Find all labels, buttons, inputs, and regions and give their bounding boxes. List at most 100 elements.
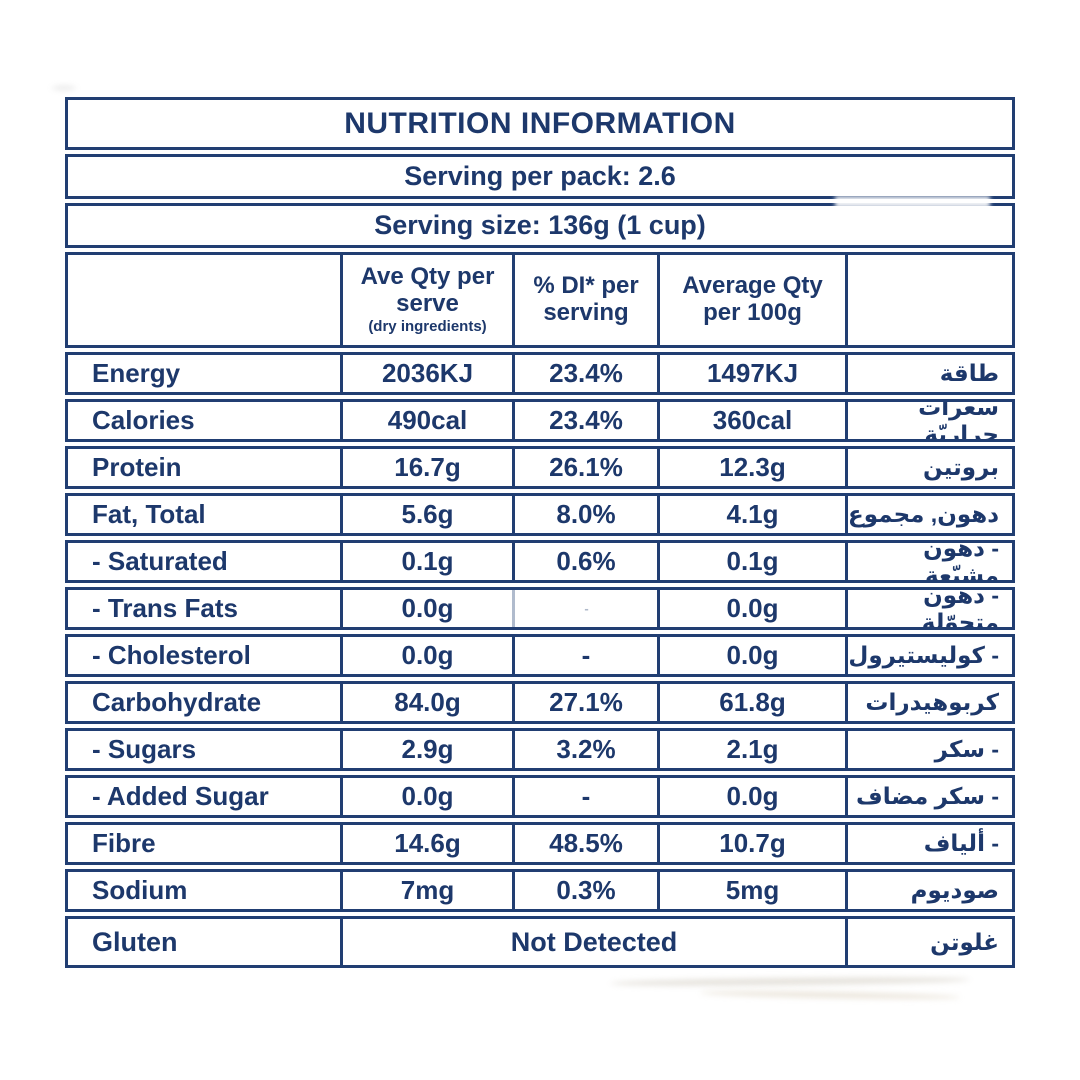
scan-artifact-smudge [52,86,76,90]
column-header-arabic-blank [845,255,1012,345]
row-label: Fat, Total [92,499,206,529]
value-per-serve: 5.6g [340,496,512,533]
serving-per-pack-text: Serving per pack: 2.6 [404,161,676,191]
value-per-serve: 14.6g [340,825,512,862]
label-arabic: - كوليستيرول [845,637,1012,674]
value-per-serve: 84.0g [340,684,512,721]
value-per-serve: 0.0g [340,637,512,674]
label-arabic: - سكر مضاف [845,778,1012,815]
table-row: Sodium 7mg 0.3% 5mg صوديوم [65,869,1015,912]
label-arabic: طاقة [845,355,1012,392]
value-per-serve: 2036KJ [340,355,512,392]
serving-size-row: Serving size: 136g (1 cup) [65,203,1015,248]
row-label: Gluten [92,926,178,957]
value-di: 26.1% [512,449,657,486]
table-row: - Saturated 0.1g 0.6% 0.1g - دهون مشبّعة [65,540,1015,583]
value-per-100g: 4.1g [657,496,845,533]
column-header-per-serve-note: (dry ingredients) [368,317,487,335]
column-header-blank [68,255,340,345]
value-di: 0.6% [512,543,657,580]
label-arabic: دهون, مجموع [845,496,1012,533]
label-arabic: غلوتن [845,919,1012,965]
table-row: Fibre 14.6g 48.5% 10.7g - ألياف [65,822,1015,865]
value-per-100g: 10.7g [657,825,845,862]
value-per-serve: 490cal [340,402,512,439]
table-row: Fat, Total 5.6g 8.0% 4.1g دهون, مجموع [65,493,1015,536]
table-row: Protein 16.7g 26.1% 12.3g بروتين [65,446,1015,489]
serving-per-pack-row: Serving per pack: 2.6 [65,154,1015,199]
value-di: - [512,778,657,815]
row-label: - Trans Fats [92,593,238,623]
value-per-serve: 2.9g [340,731,512,768]
table-title-row: NUTRITION INFORMATION [65,97,1015,150]
row-label: Calories [92,405,195,435]
column-header-di: % DI* per serving [512,255,657,345]
value-per-100g: 1497KJ [657,355,845,392]
label-arabic: سعرات حراريّة [845,402,1012,439]
value-di: - [512,637,657,674]
gluten-row: Gluten Not Detected غلوتن [65,916,1015,968]
value-di: 23.4% [512,355,657,392]
scan-artifact-smudge [699,989,961,1001]
column-header-per-serve-line2: serve [396,290,459,318]
value-per-100g: 0.0g [657,778,845,815]
label-arabic: - ألياف [845,825,1012,862]
table-row: Calories 490cal 23.4% 360cal سعرات حراري… [65,399,1015,442]
table-row: - Cholesterol 0.0g - 0.0g - كوليستيرول [65,634,1015,677]
label-arabic: - دهون مشبّعة [845,543,1012,580]
column-header-di-line1: % DI* per [533,272,639,300]
value-per-serve: 7mg [340,872,512,909]
row-label: - Added Sugar [92,781,269,811]
value-di: - [512,590,657,627]
value-per-serve: 0.1g [340,543,512,580]
value-per-100g: 0.0g [657,637,845,674]
table-row: - Added Sugar 0.0g - 0.0g - سكر مضاف [65,775,1015,818]
column-header-per-100g-line2: per 100g [703,299,802,326]
value-per-100g: 2.1g [657,731,845,768]
nutrition-table: NUTRITION INFORMATION Serving per pack: … [65,97,1015,968]
row-label: - Sugars [92,734,197,764]
value-di: 48.5% [512,825,657,862]
label-arabic: صوديوم [845,872,1012,909]
table-row: - Trans Fats 0.0g - 0.0g - دهون متحوّلة [65,587,1015,630]
value-di: 0.3% [512,872,657,909]
value-per-100g: 0.0g [657,590,845,627]
row-label: - Cholesterol [92,640,251,670]
value-per-100g: 5mg [657,872,845,909]
column-header-per-100g-line1: Average Qty [682,272,823,300]
row-label: Carbohydrate [92,687,262,717]
table-row: Energy 2036KJ 23.4% 1497KJ طاقة [65,352,1015,395]
value-per-serve: 0.0g [340,778,512,815]
table-title: NUTRITION INFORMATION [344,106,736,140]
row-label: Protein [92,452,182,482]
table-row: - Sugars 2.9g 3.2% 2.1g - سكر [65,728,1015,771]
row-label: Energy [92,358,181,388]
gluten-value: Not Detected [340,919,845,965]
table-row: Carbohydrate 84.0g 27.1% 61.8g كربوهيدرا… [65,681,1015,724]
column-header-di-line2: serving [543,299,629,326]
column-header-per-serve-line1: Ave Qty per [360,263,495,291]
label-arabic: بروتين [845,449,1012,486]
value-per-100g: 61.8g [657,684,845,721]
value-di: 8.0% [512,496,657,533]
row-label: Sodium [92,875,188,905]
row-label: Fibre [92,828,156,858]
scan-artifact-border-fade [835,196,990,208]
value-per-100g: 12.3g [657,449,845,486]
value-per-serve: 0.0g [340,590,512,627]
value-di: 27.1% [512,684,657,721]
value-di: 3.2% [512,731,657,768]
serving-size-text: Serving size: 136g (1 cup) [374,210,706,240]
row-label: - Saturated [92,546,228,576]
column-header-row: Ave Qty per serve (dry ingredients) % DI… [65,252,1015,348]
value-per-serve: 16.7g [340,449,512,486]
value-per-100g: 0.1g [657,543,845,580]
value-per-100g: 360cal [657,402,845,439]
nutrition-rows: Energy 2036KJ 23.4% 1497KJ طاقة Calories… [65,352,1015,912]
scan-artifact-smudge [609,976,971,987]
value-di: 23.4% [512,402,657,439]
label-arabic: كربوهيدرات [845,684,1012,721]
label-arabic: - دهون متحوّلة [845,590,1012,627]
column-header-per-serve: Ave Qty per serve (dry ingredients) [340,255,512,345]
